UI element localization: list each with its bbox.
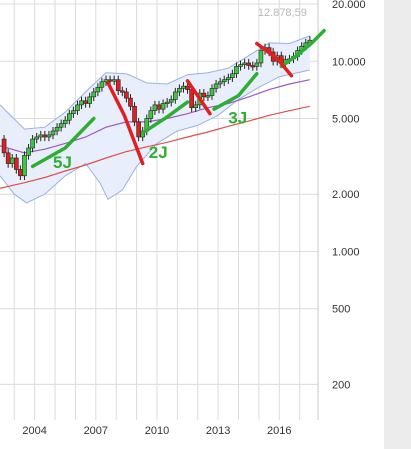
axis-layer: 12.878,59 20.000 10.000 5.000 2.000 1.000 500 2…: [22, 0, 365, 437]
candle-down: [250, 65, 256, 68]
candle-up: [213, 83, 219, 89]
bollinger-lower-line: [0, 69, 310, 204]
candle-up: [99, 81, 105, 88]
candle-up: [168, 99, 174, 103]
candle-up: [221, 79, 227, 83]
candle-down: [132, 105, 137, 123]
green-trend-stroke: [212, 71, 259, 111]
candle-up: [238, 64, 243, 67]
y-tick-label: 1.000: [332, 246, 360, 258]
annotation-label: 5J: [53, 153, 72, 172]
x-tick-label: 2016: [267, 425, 291, 437]
candle-up: [177, 88, 182, 93]
candle-up: [258, 50, 264, 64]
y-tick-label: 5.000: [332, 114, 360, 126]
annotation-layer: 5J 2J 3J: [30, 28, 326, 172]
x-tick-label: 2013: [206, 425, 230, 437]
candle-up: [75, 104, 80, 111]
candle-up: [242, 62, 247, 65]
candle-up: [79, 100, 84, 106]
candle-down: [156, 104, 162, 110]
candle-up: [226, 77, 231, 81]
y-tick-label: 20.000: [332, 0, 366, 11]
right-side-panel: [384, 0, 411, 449]
candle-down: [124, 91, 129, 99]
moving-average-purple-line: [0, 79, 310, 154]
candle-up: [111, 79, 117, 82]
candle-down: [107, 79, 113, 82]
x-tick-label: 2007: [84, 425, 108, 437]
candle-up: [181, 85, 186, 89]
annotation-label: 2J: [149, 143, 168, 162]
candle-down: [115, 79, 121, 92]
candle-down: [42, 134, 48, 138]
x-tick-label: 2010: [145, 425, 169, 437]
candle-up: [193, 104, 198, 109]
annotation-label: 3J: [228, 109, 247, 128]
candle-up: [205, 95, 211, 98]
candle-up: [46, 134, 52, 138]
candle-up: [34, 136, 39, 140]
red-trend-stroke: [255, 41, 294, 78]
candle-up: [91, 91, 97, 98]
y-tick-label: 2.000: [332, 189, 360, 201]
red-trend-stroke: [185, 79, 212, 116]
candle-up: [87, 96, 92, 104]
moving-average-red-line: [0, 105, 310, 189]
x-tick-label: 2004: [22, 425, 46, 437]
candle-down: [1, 138, 7, 154]
candle-up: [152, 104, 158, 111]
candle-up: [254, 62, 260, 67]
candle-down: [83, 100, 88, 104]
candle-down: [246, 62, 251, 66]
bollinger-upper-line: [0, 35, 310, 130]
candle-down: [120, 90, 125, 93]
candle-up: [30, 138, 35, 149]
candle-up: [234, 66, 239, 75]
candle-up: [71, 110, 76, 115]
candle-down: [189, 89, 194, 109]
y-tick-label: 10.000: [332, 56, 366, 68]
candle-up: [148, 110, 154, 119]
candle-up: [95, 86, 101, 93]
candle-up: [26, 147, 31, 156]
candle-up: [50, 130, 56, 136]
candle-down: [5, 152, 11, 164]
candle-down: [18, 169, 23, 177]
candle-up: [22, 155, 27, 177]
candle-down: [185, 85, 190, 90]
candle-up: [230, 73, 235, 78]
candle-down: [201, 92, 207, 98]
y-tick-label: 200: [332, 379, 350, 391]
green-trend-stroke: [140, 100, 190, 135]
candle-up: [67, 113, 72, 121]
candle-up: [164, 101, 170, 104]
candle-down: [14, 157, 19, 170]
candle-up: [54, 126, 60, 132]
candle-up: [217, 81, 223, 85]
green-trend-stroke: [30, 116, 96, 169]
candle-up: [160, 103, 166, 110]
grid-layer: [0, 0, 319, 420]
y-tick-label: 500: [332, 304, 350, 316]
red-trend-stroke: [106, 81, 145, 166]
candle-up: [62, 119, 68, 124]
candle-up: [58, 123, 64, 128]
candle-up: [173, 91, 178, 100]
green-trend-stroke: [279, 28, 326, 69]
candle-up: [209, 88, 215, 96]
candle-up: [9, 157, 15, 164]
candle-up: [38, 134, 44, 138]
candle-down: [136, 121, 141, 138]
candle-down: [128, 97, 133, 107]
last-value-label: 12.878,59: [258, 7, 307, 19]
moving-average-layer: [0, 79, 310, 189]
